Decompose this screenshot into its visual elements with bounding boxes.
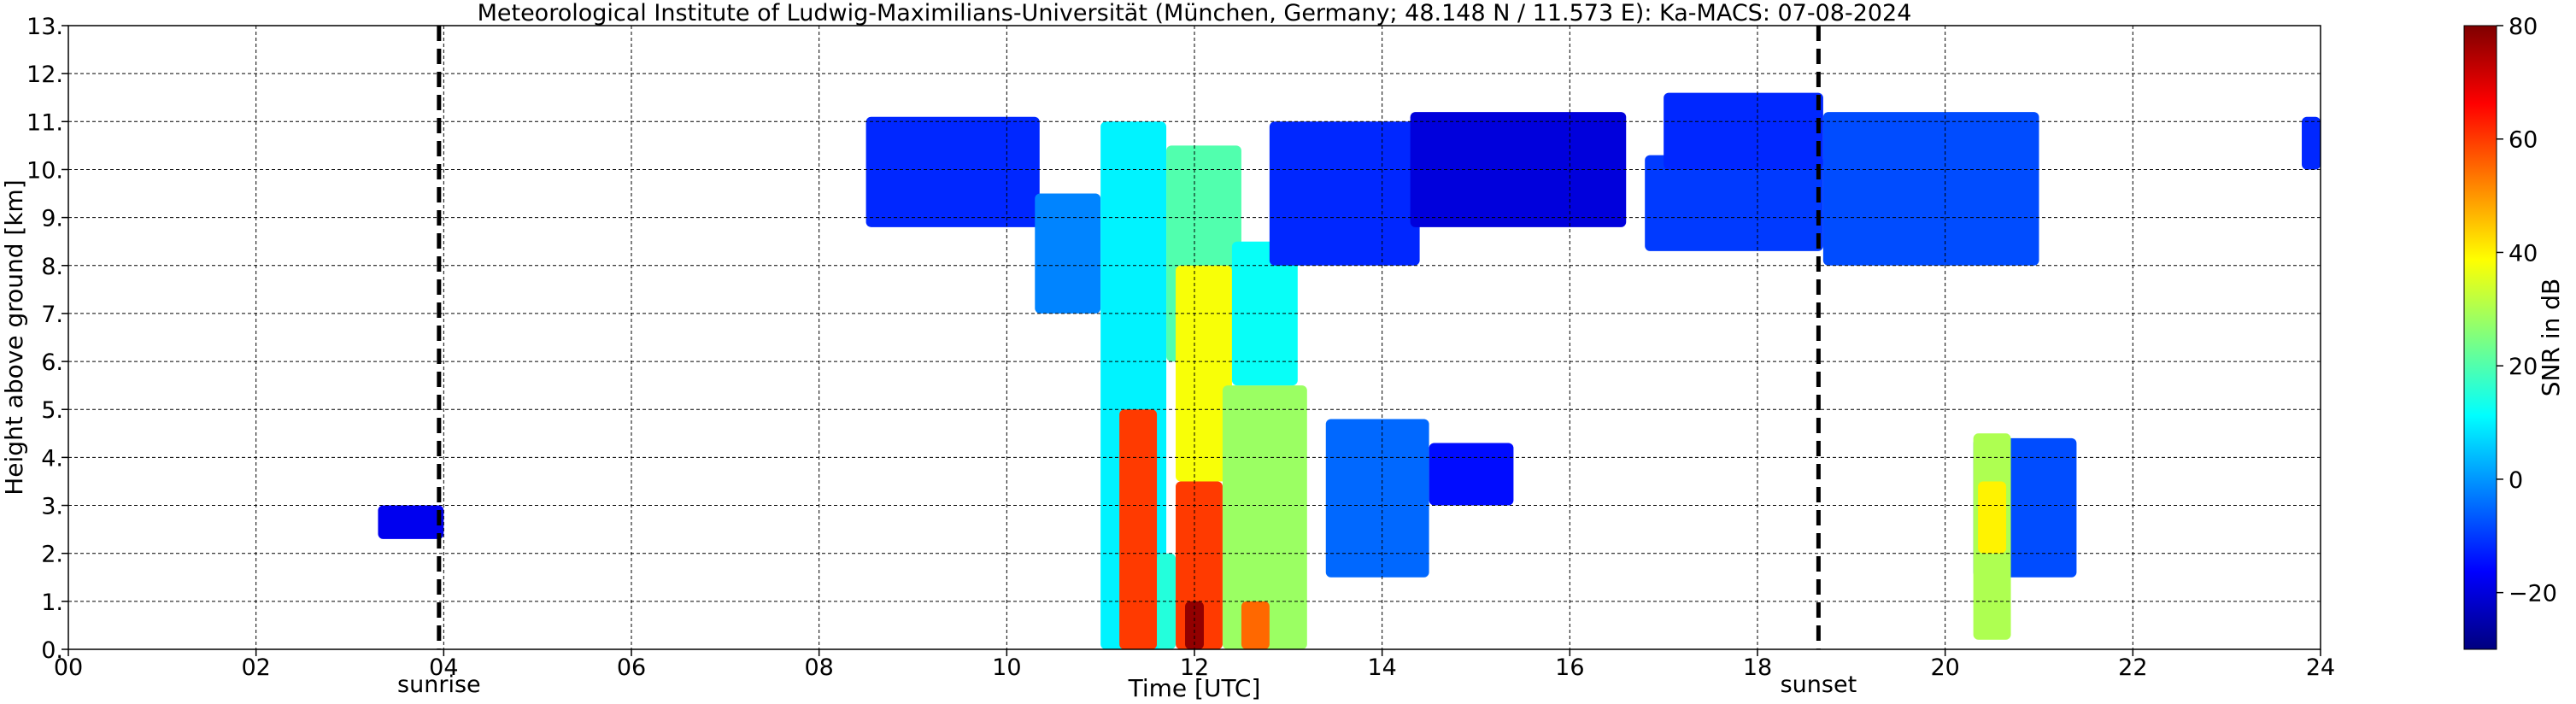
y-tick-label: 3. xyxy=(41,494,63,520)
echo-region xyxy=(866,116,1040,227)
x-tick-label: 20 xyxy=(1930,654,1959,681)
y-tick-label: 2. xyxy=(41,542,63,568)
echo-region xyxy=(1269,121,1420,266)
echo-region xyxy=(1241,601,1270,649)
y-tick-label: 4. xyxy=(41,445,63,472)
y-tick-label: 0. xyxy=(41,637,63,664)
echo-region xyxy=(1664,92,1823,170)
y-tick-label: 11. xyxy=(26,109,63,136)
x-tick-label: 12 xyxy=(1180,654,1209,681)
echo-region xyxy=(1035,193,1101,314)
echo-region xyxy=(1325,419,1429,578)
echo-region xyxy=(2302,116,2321,170)
x-tick-label: 06 xyxy=(617,654,646,681)
colorbar-tick-label: 40 xyxy=(2509,240,2538,267)
colorbar-tick-label: −20 xyxy=(2509,581,2557,607)
echo-region xyxy=(1176,265,1232,482)
colorbar-tick-label: 20 xyxy=(2509,354,2538,380)
echo-region xyxy=(1822,112,2039,266)
echo-region xyxy=(1429,443,1514,506)
echo-region xyxy=(1222,385,1307,649)
x-tick-label: 24 xyxy=(2306,654,2335,681)
sunrise-label: sunrise xyxy=(397,672,481,698)
y-tick-label: 5. xyxy=(41,397,63,424)
colorbar-ticks: −20 0 20 40 60 80 xyxy=(2497,14,2557,607)
y-tick-label: 10. xyxy=(26,157,63,184)
colorbar-tick-label: 0 xyxy=(2509,467,2523,494)
x-tick-label: 16 xyxy=(1555,654,1584,681)
y-tick-label: 13. xyxy=(26,14,63,40)
x-tick-label: 08 xyxy=(804,654,833,681)
y-tick-label: 7. xyxy=(41,302,63,328)
y-axis-label: Height above ground [km] xyxy=(0,179,28,496)
x-tick-label: 14 xyxy=(1367,654,1396,681)
y-tick-label: 8. xyxy=(41,254,63,280)
chart-title: Meteorological Institute of Ludwig-Maxim… xyxy=(478,0,1912,26)
sunset-label: sunset xyxy=(1781,672,1857,698)
x-tick-label: 10 xyxy=(992,654,1021,681)
x-axis-label: Time [UTC] xyxy=(1128,674,1261,702)
x-tick-label: 02 xyxy=(241,654,270,681)
echo-region xyxy=(1978,481,2007,554)
y-tick-label: 12. xyxy=(26,62,63,88)
echo-region xyxy=(1157,553,1177,649)
colorbar-tick-label: 80 xyxy=(2509,14,2538,40)
colorbar-label: SNR in dB xyxy=(2537,279,2565,396)
y-axis-ticks: 0. 1. 2. 3. 4. 5. 6. 7. 8. 9. 10. 11. 12. 13. xyxy=(26,14,68,664)
x-tick-label: 22 xyxy=(2118,654,2147,681)
echo-region xyxy=(1119,409,1158,649)
x-axis-ticks: 00 02 04 06 08 10 12 14 16 18 20 22 24 xyxy=(54,649,2335,681)
x-tick-label: 04 xyxy=(429,654,458,681)
y-tick-label: 9. xyxy=(41,206,63,232)
x-tick-label: 00 xyxy=(54,654,83,681)
sun-markers: sunrise sunset xyxy=(397,26,1857,698)
colorbar-tick-label: 60 xyxy=(2509,127,2538,154)
echo-region xyxy=(378,505,444,539)
y-tick-label: 6. xyxy=(41,349,63,376)
y-tick-label: 1. xyxy=(41,590,63,616)
colorbar xyxy=(2463,25,2497,650)
x-tick-label: 18 xyxy=(1743,654,1772,681)
echo-region xyxy=(1645,155,1823,251)
